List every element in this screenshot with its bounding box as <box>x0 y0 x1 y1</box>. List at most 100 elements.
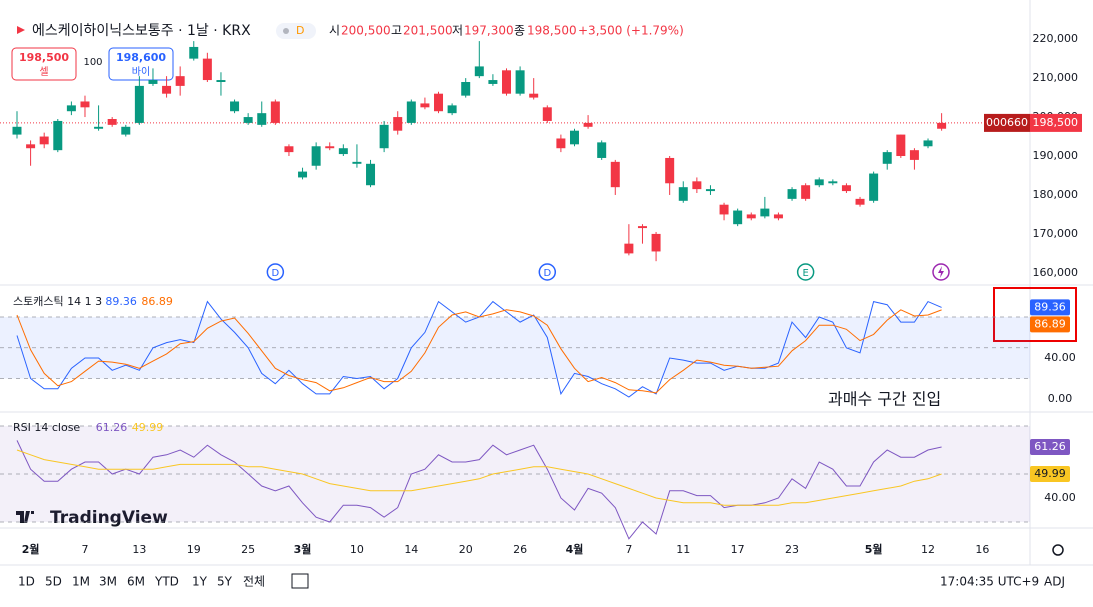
y-tick-label: 40.00 <box>1044 351 1076 364</box>
candle-body <box>461 82 471 96</box>
ohlc-value: 200,500 <box>341 24 391 38</box>
y-tick-label: 190,000 <box>1033 149 1079 162</box>
adj[interactable]: ADJ <box>1044 575 1065 589</box>
range-button[interactable]: 5D <box>45 575 62 589</box>
x-tick-label: 20 <box>459 543 473 556</box>
quantity[interactable]: 100 <box>83 57 102 68</box>
candle-body <box>569 130 579 145</box>
change: +3,500 (+1.79%) <box>578 24 684 38</box>
y-tick-label: 0.00 <box>1048 392 1073 405</box>
candle-body <box>216 80 226 82</box>
candle-body <box>325 146 335 149</box>
x-tick-label: 16 <box>975 543 989 556</box>
candle-body <box>909 150 919 160</box>
price-label-bg <box>1030 113 1082 132</box>
candle-body <box>298 171 308 178</box>
ohlc-label: 시 <box>329 24 340 38</box>
candle-body <box>39 136 49 145</box>
x-tick-label: 10 <box>350 543 364 556</box>
candle-body <box>773 214 783 219</box>
x-tick-label: 3월 <box>294 542 312 556</box>
candle-body <box>175 76 185 86</box>
range-button[interactable]: 1Y <box>192 575 208 589</box>
range-button[interactable]: 전체 <box>243 575 265 589</box>
candle-body <box>542 107 552 121</box>
candle-body <box>338 148 348 155</box>
candle-body <box>189 46 199 59</box>
candle-body <box>94 126 104 129</box>
badge-bg <box>276 23 316 39</box>
range-button[interactable]: 1D <box>18 575 35 589</box>
event-marker <box>538 263 557 281</box>
candle-body <box>828 181 838 184</box>
badge-dot <box>283 28 289 34</box>
buy-price: 198,600 <box>116 51 166 64</box>
x-tick-label: 7 <box>81 543 88 556</box>
candle-body <box>556 138 566 149</box>
y-tick-label: 160,000 <box>1033 266 1079 279</box>
symbol-code: 000660 <box>986 116 1028 129</box>
event-label: E <box>802 268 808 279</box>
sell-label: 셀 <box>39 66 48 78</box>
symbol-title[interactable]: 에스케이하이닉스보통주 · 1날 · KRX <box>32 23 251 39</box>
event-label: D <box>543 268 551 279</box>
ohlc-label: 고 <box>391 24 402 38</box>
candle-body <box>379 124 389 149</box>
candle-body <box>66 105 76 112</box>
calendar-icon[interactable] <box>291 573 309 589</box>
ohlc-value: 197,300 <box>464 24 514 38</box>
range-button[interactable]: 1M <box>72 575 90 589</box>
candle-body <box>923 140 933 147</box>
x-tick-label: 5월 <box>865 542 883 556</box>
x-tick-label: 23 <box>785 543 799 556</box>
axis-value-bg <box>1030 299 1070 316</box>
x-tick-label: 26 <box>513 543 527 556</box>
range-button[interactable]: 5Y <box>217 575 233 589</box>
candle-body <box>12 126 22 135</box>
range-button[interactable]: 3M <box>99 575 117 589</box>
logo-icon <box>16 511 34 523</box>
candle-body <box>26 144 36 149</box>
sell-button[interactable] <box>11 47 77 81</box>
candle-body <box>311 146 321 166</box>
y-tick-label: 220,000 <box>1033 32 1079 45</box>
pane-title: RSI 14 close <box>13 421 80 434</box>
x-tick-label: 4월 <box>566 542 584 556</box>
candle-body <box>841 185 851 192</box>
axis-value-bg <box>1030 466 1070 483</box>
candle-body <box>148 80 158 84</box>
ohlc-label: 종 <box>514 24 525 38</box>
candle-body <box>420 103 430 108</box>
logo: TradingView <box>50 508 168 528</box>
candle-body <box>257 113 267 125</box>
candle-body <box>447 105 457 114</box>
candle-body <box>624 243 634 254</box>
candle-body <box>787 189 797 199</box>
buy-button[interactable] <box>108 47 174 81</box>
candle-body <box>746 214 756 219</box>
settings-icon[interactable] <box>1052 544 1064 556</box>
axis-value-bg <box>1030 439 1070 456</box>
last-price-label: 198,500 <box>1033 116 1079 129</box>
candle-body <box>393 117 403 131</box>
candle-body <box>434 93 444 112</box>
x-tick-label: 2월 <box>22 542 40 556</box>
candle-body <box>162 85 172 94</box>
range-button[interactable]: 6M <box>127 575 145 589</box>
candle-body <box>488 80 498 84</box>
pane-value: 49.99 <box>132 421 164 434</box>
range-button[interactable]: YTD <box>154 575 179 589</box>
candle-body <box>352 161 362 164</box>
ohlc-value: 198,500 <box>527 24 577 38</box>
candle-body <box>610 161 620 188</box>
event-label: D <box>271 268 279 279</box>
y-tick-label: 180,000 <box>1033 188 1079 201</box>
candle-body <box>896 134 906 157</box>
candle-body <box>733 210 743 225</box>
candle-body <box>665 157 675 184</box>
pane-value: 61.26 <box>96 421 128 434</box>
axis-value-bg <box>1030 316 1070 333</box>
